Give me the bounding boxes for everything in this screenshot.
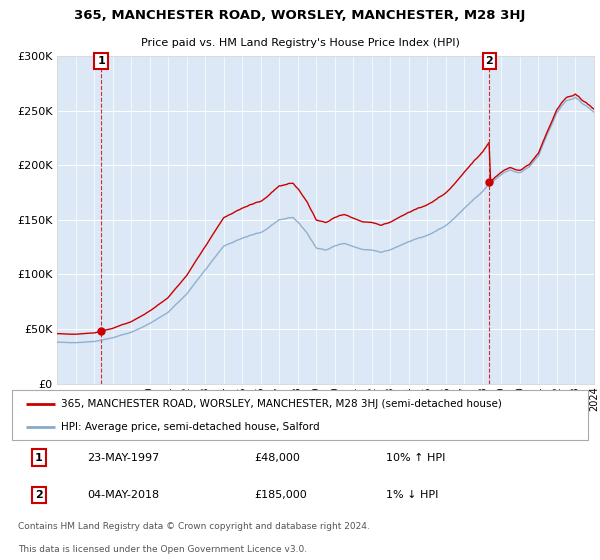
Text: 1: 1 [35, 453, 43, 463]
Text: £185,000: £185,000 [254, 490, 307, 500]
Text: 2: 2 [485, 56, 493, 66]
Text: Contains HM Land Registry data © Crown copyright and database right 2024.: Contains HM Land Registry data © Crown c… [18, 522, 370, 531]
Text: 2: 2 [35, 490, 43, 500]
Text: 1: 1 [97, 56, 105, 66]
Text: This data is licensed under the Open Government Licence v3.0.: This data is licensed under the Open Gov… [18, 545, 307, 554]
Text: 1% ↓ HPI: 1% ↓ HPI [386, 490, 439, 500]
Text: 365, MANCHESTER ROAD, WORSLEY, MANCHESTER, M28 3HJ (semi-detached house): 365, MANCHESTER ROAD, WORSLEY, MANCHESTE… [61, 399, 502, 409]
Text: 10% ↑ HPI: 10% ↑ HPI [386, 453, 446, 463]
Text: 365, MANCHESTER ROAD, WORSLEY, MANCHESTER, M28 3HJ: 365, MANCHESTER ROAD, WORSLEY, MANCHESTE… [74, 9, 526, 22]
Text: 23-MAY-1997: 23-MAY-1997 [87, 453, 159, 463]
Text: Price paid vs. HM Land Registry's House Price Index (HPI): Price paid vs. HM Land Registry's House … [140, 38, 460, 48]
Text: HPI: Average price, semi-detached house, Salford: HPI: Average price, semi-detached house,… [61, 422, 320, 432]
Text: £48,000: £48,000 [254, 453, 300, 463]
FancyBboxPatch shape [12, 390, 588, 440]
Text: 04-MAY-2018: 04-MAY-2018 [87, 490, 159, 500]
